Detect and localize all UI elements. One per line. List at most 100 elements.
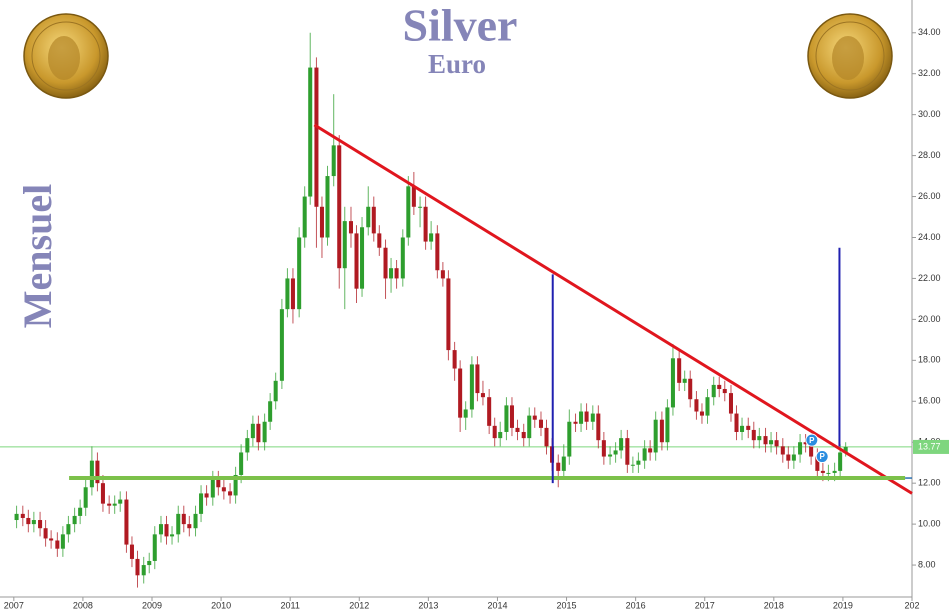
candle-body: [475, 364, 480, 394]
candle-body: [665, 407, 670, 443]
candle-body: [204, 493, 209, 498]
candle-body: [228, 491, 233, 496]
x-tick-label: 2008: [73, 600, 93, 610]
candle-body: [14, 513, 19, 521]
candle-body: [435, 233, 440, 271]
candle-body: [670, 358, 675, 408]
candle-body: [319, 206, 324, 238]
candle-body: [279, 309, 284, 381]
last-price-box: [913, 439, 949, 454]
candle-body: [371, 206, 376, 234]
x-tick-label: 2012: [349, 600, 369, 610]
y-tick-label: 10.00: [918, 518, 941, 528]
y-tick-label: 12.00: [918, 478, 941, 488]
candle-body: [682, 378, 687, 383]
candle-body: [377, 233, 382, 248]
candle-body: [233, 474, 238, 496]
y-tick-label: 24.00: [918, 232, 941, 242]
candle-body: [389, 268, 394, 279]
candle-body: [337, 145, 342, 269]
candle-body: [677, 358, 682, 383]
candle-body: [786, 454, 791, 461]
candle-body: [199, 493, 204, 514]
candle-body: [31, 520, 36, 525]
candle-body: [95, 460, 100, 484]
candle-body: [383, 247, 388, 279]
x-tick-label: 2014: [487, 600, 507, 610]
candle-body: [826, 472, 831, 474]
candle-body: [66, 524, 71, 535]
candle-body: [285, 278, 290, 310]
candle-body: [798, 442, 803, 455]
candle-body: [262, 421, 267, 443]
coin-left: [23, 13, 109, 99]
candle-body: [297, 237, 302, 310]
y-tick-label: 16.00: [918, 396, 941, 406]
candle-body: [498, 431, 503, 439]
candle-body: [556, 462, 561, 471]
candle-body: [354, 233, 359, 289]
x-tick-label: 2011: [281, 600, 300, 610]
candle-body: [418, 206, 423, 208]
candle-body: [394, 268, 399, 279]
candle-body: [193, 513, 198, 529]
candle-body: [411, 186, 416, 207]
candle-body: [55, 540, 60, 549]
x-tick-label: 2019: [833, 600, 853, 610]
candle-body: [429, 233, 434, 242]
candle-body: [135, 558, 140, 576]
candle-body: [699, 411, 704, 416]
x-tick-label: 2007: [4, 600, 24, 610]
candle-body: [746, 425, 751, 430]
candle-body: [26, 517, 31, 525]
candle-body: [734, 413, 739, 432]
last-price-label: 13.77: [918, 441, 941, 451]
candle-body: [596, 413, 601, 441]
candle-body: [532, 415, 537, 420]
candle-body: [832, 470, 837, 473]
y-tick-label: 34.00: [918, 27, 941, 37]
candle-body: [181, 513, 186, 525]
candle-body: [325, 176, 330, 238]
chart-title: Silver: [403, 0, 518, 51]
candle-body: [400, 237, 405, 279]
candle-body: [406, 186, 411, 238]
candle-body: [740, 425, 745, 432]
candle-body: [567, 421, 572, 457]
candle-body: [504, 405, 509, 432]
candle-body: [158, 524, 163, 535]
candle-body: [717, 384, 722, 389]
candle-body: [636, 460, 641, 465]
candle-body: [314, 67, 319, 207]
x-tick-label: 2010: [211, 600, 231, 610]
y-tick-label: 8.00: [918, 559, 936, 569]
y-tick-label: 28.00: [918, 150, 941, 160]
candle-body: [342, 221, 347, 269]
candle-body: [170, 534, 175, 537]
candle-body: [89, 460, 94, 488]
candle-body: [147, 560, 152, 566]
candle-body: [608, 454, 613, 457]
candle-body: [176, 513, 181, 535]
candle-body: [728, 393, 733, 414]
candle-body: [648, 448, 653, 453]
candle-body: [83, 487, 88, 508]
candle-body: [49, 538, 54, 541]
candle-body: [791, 454, 796, 461]
candle-body: [527, 415, 532, 439]
x-tick-label: 2015: [557, 600, 577, 610]
candle-body: [774, 440, 779, 447]
candle-body: [809, 444, 814, 457]
candle-body: [757, 436, 762, 441]
candle-body: [630, 464, 635, 466]
candle-body: [446, 278, 451, 351]
candle-body: [515, 427, 520, 432]
candle-body: [112, 503, 117, 506]
candle-body: [216, 479, 221, 488]
candle-body: [250, 423, 255, 439]
candle-body: [463, 409, 468, 418]
candle-body: [290, 278, 295, 310]
candle-body: [820, 470, 825, 473]
candle-body: [769, 440, 774, 445]
